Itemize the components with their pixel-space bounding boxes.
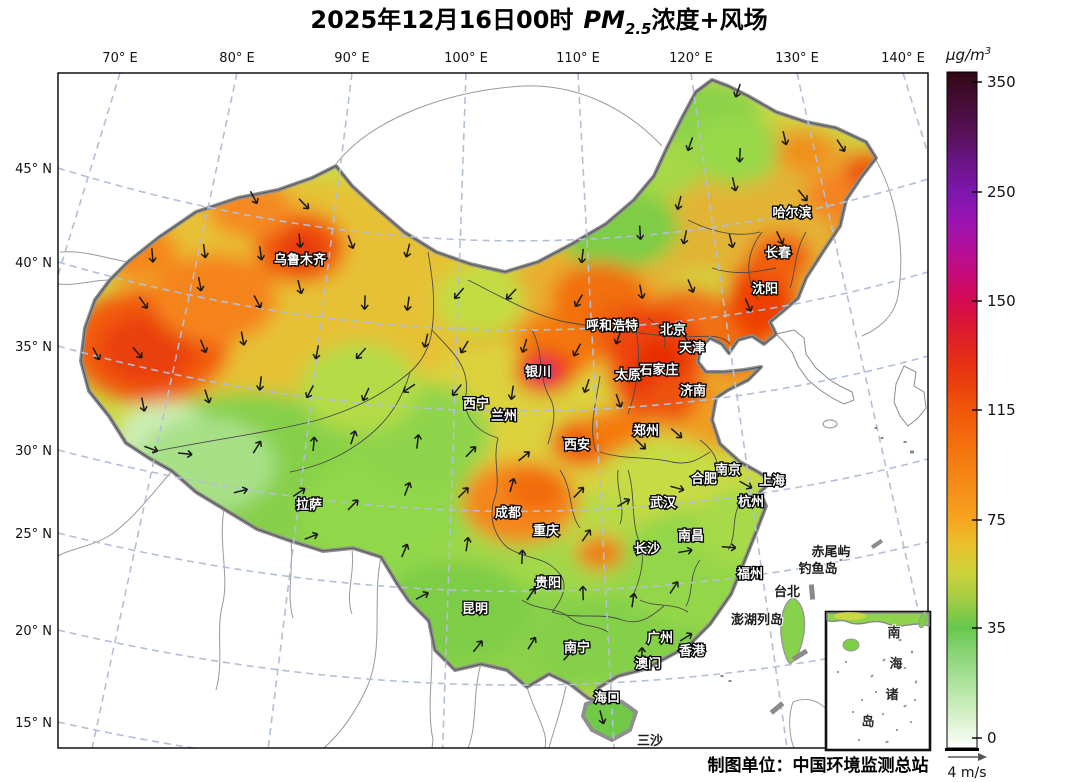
city-label: 合肥 [691, 471, 717, 487]
city-label: 沈阳 [752, 281, 778, 297]
city-label: 昆明 [462, 601, 488, 617]
city-label: 哈尔滨 [772, 205, 811, 221]
wind-arrows [92, 83, 846, 725]
city-label: 西安 [564, 437, 590, 453]
lat-axis-label: 45° N [15, 162, 52, 177]
sea-label: 澎湖列岛 [731, 612, 783, 628]
colorbar-tick-label: 0 [987, 729, 997, 747]
city-label: 杭州 [738, 494, 764, 510]
sea-label: 三沙 [637, 734, 663, 749]
city-label: 南昌 [678, 528, 704, 544]
lat-axis-label: 35° N [15, 340, 52, 355]
province-boundaries [151, 219, 807, 633]
city-label: 广州 [647, 630, 673, 646]
lon-axis-label: 100° E [444, 51, 488, 66]
lon-axis-label: 90° E [334, 51, 369, 66]
city-label: 南京 [715, 462, 741, 478]
lon-axis-label: 130° E [775, 51, 819, 66]
inset-hainan [842, 638, 860, 652]
city-label: 拉萨 [296, 497, 322, 513]
lat-axis-label: 20° N [15, 624, 52, 639]
lon-axis-label: 140° E [881, 51, 925, 66]
inset-label-char: 南 [887, 625, 900, 641]
hainan-island [581, 696, 638, 742]
city-label: 郑州 [633, 423, 659, 439]
island-marks [720, 427, 914, 715]
colorbar-tick-label: 35 [987, 619, 1006, 637]
city-label: 济南 [680, 383, 706, 399]
city-label: 成都 [495, 505, 521, 521]
city-label: 澳门 [635, 656, 661, 672]
wind-scale-arrowhead [978, 753, 987, 761]
sea-label: 钓鱼岛 [798, 561, 837, 577]
lon-axis-label: 80° E [219, 51, 254, 66]
city-label: 北京 [660, 322, 686, 338]
city-label: 海口 [594, 690, 620, 706]
lon-axis-label: 110° E [556, 51, 600, 66]
city-label: 兰州 [491, 408, 517, 424]
city-label: 重庆 [533, 523, 559, 539]
map-frame [57, 72, 929, 749]
inset-label-char: 海 [889, 656, 902, 672]
lat-axis-label: 15° N [15, 716, 52, 731]
city-label: 银川 [525, 364, 551, 380]
wind-scale-legend: 4 m/s [947, 753, 987, 781]
lat-axis-label: 25° N [15, 527, 52, 542]
inset-yellow-patch [834, 612, 866, 620]
colorbar-tick-label: 350 [987, 73, 1016, 91]
credit-text: 制图单位：中国环境监测总站 [708, 755, 929, 776]
city-label: 长春 [765, 245, 792, 261]
wind-scale-label: 4 m/s [947, 765, 986, 781]
city-label: 石家庄 [638, 362, 678, 378]
lon-axis-label: 120° E [669, 51, 713, 66]
colorbar-tick-label: 115 [987, 401, 1016, 419]
city-label: 南宁 [564, 640, 590, 656]
colorbar-tick-label: 250 [987, 183, 1016, 201]
page-title: 2025年12月16日00时 PM2.5浓度+风场 [310, 6, 767, 38]
city-label: 香港 [678, 643, 706, 659]
inset-label-char: 诸 [885, 687, 898, 703]
city-label: 长沙 [634, 541, 660, 557]
inset-label-char: 岛 [861, 714, 874, 730]
sea-label: 赤尾屿 [811, 544, 850, 560]
colorbar-unit: µg/m3 [945, 46, 991, 64]
city-label: 武汉 [650, 495, 677, 511]
city-label: 天津 [679, 340, 705, 356]
city-label: 呼和浩特 [586, 318, 638, 334]
hainan-fill [583, 698, 636, 740]
city-label: 西宁 [463, 396, 489, 412]
lat-axis-label: 40° N [15, 256, 52, 271]
city-label: 上海 [759, 473, 785, 489]
city-label: 太原 [614, 367, 641, 383]
lon-axis-label: 70° E [102, 51, 137, 66]
city-label: 福州 [736, 566, 763, 582]
city-label: 乌鲁木齐 [274, 252, 327, 268]
colorbar-tick-label: 75 [987, 511, 1006, 529]
city-label: 贵阳 [535, 575, 561, 591]
inset-taiwan [918, 611, 928, 629]
lat-axis-label: 30° N [15, 444, 52, 459]
colorbar-tick-label: 150 [987, 292, 1016, 310]
sea-label: 台北 [774, 584, 800, 600]
